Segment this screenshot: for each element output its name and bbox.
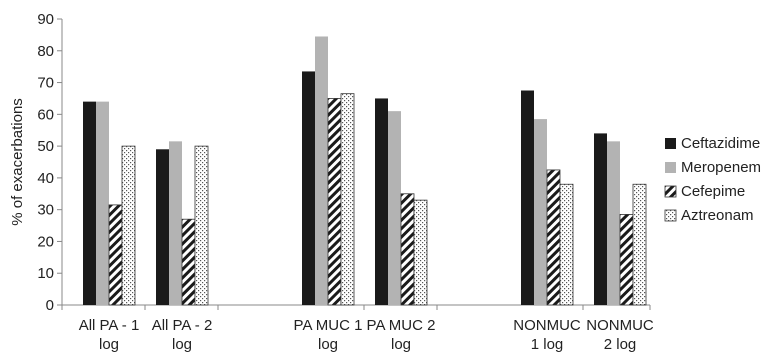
y-tick-label: 20: [37, 233, 54, 250]
x-category-label: log: [391, 336, 411, 353]
bar-aztreonam-3: [413, 199, 428, 306]
bar-ceftazidime-5: [594, 133, 607, 305]
legend: Ceftazidime Meropenem Cefepime Aztreonam: [664, 135, 761, 224]
bar-cefepime-2: [327, 98, 342, 306]
x-category-label: NONMUC: [513, 317, 581, 334]
y-axis-label: % of exacerbations: [9, 98, 26, 226]
y-tick-label: 0: [46, 297, 54, 314]
legend-label-cefepime: Cefepime: [681, 183, 745, 200]
bar-cefepime-0: [108, 204, 123, 306]
x-category-label: PA MUC 2: [367, 317, 436, 334]
legend-label-aztreonam: Aztreonam: [681, 207, 754, 224]
x-category-label: log: [318, 336, 338, 353]
bar-meropenem-4: [534, 119, 547, 305]
bar-ceftazidime-4: [521, 90, 534, 305]
bar-aztreonam-5: [632, 183, 647, 306]
bar-meropenem-1: [169, 141, 182, 305]
bar-aztreonam-4: [559, 183, 574, 306]
legend-swatch-aztreonam: [664, 209, 677, 222]
x-category-label: 2 log: [604, 336, 637, 353]
x-category-label: NONMUC: [586, 317, 654, 334]
bar-cefepime-4: [546, 169, 561, 306]
y-tick-label: 50: [37, 138, 54, 155]
bar-ceftazidime-2: [302, 71, 315, 305]
x-category-label: log: [172, 336, 192, 353]
x-category-label: All PA - 2: [152, 317, 213, 334]
legend-label-ceftazidime: Ceftazidime: [681, 135, 760, 152]
bar-aztreonam-2: [340, 93, 355, 306]
bar-meropenem-0: [96, 101, 109, 305]
x-category-label: log: [99, 336, 119, 353]
legend-swatch-meropenem: [665, 162, 676, 173]
x-category-label: PA MUC 1: [294, 317, 363, 334]
bar-aztreonam-0: [121, 145, 136, 306]
y-tick-label: 10: [37, 265, 54, 282]
y-tick-label: 70: [37, 75, 54, 92]
bar-cefepime-5: [619, 214, 634, 306]
bar-meropenem-2: [315, 36, 328, 305]
legend-swatch-ceftazidime: [665, 138, 676, 149]
bar-ceftazidime-0: [83, 101, 96, 305]
bar-ceftazidime-3: [375, 98, 388, 305]
bar-cefepime-1: [181, 218, 196, 306]
x-category-label: All PA - 1: [79, 317, 140, 334]
bar-meropenem-3: [388, 111, 401, 306]
bar-ceftazidime-1: [156, 149, 169, 305]
y-tick-label: 30: [37, 202, 54, 219]
legend-swatch-cefepime: [664, 185, 677, 198]
legend-label-meropenem: Meropenem: [681, 159, 761, 176]
y-tick-label: 40: [37, 170, 54, 187]
bar-aztreonam-1: [194, 145, 209, 306]
bar-cefepime-3: [400, 193, 415, 306]
y-tick-label: 80: [37, 43, 54, 60]
y-tick-label: 90: [37, 11, 54, 28]
x-category-label: 1 log: [531, 336, 564, 353]
bar-meropenem-5: [607, 141, 620, 305]
y-tick-label: 60: [37, 106, 54, 123]
